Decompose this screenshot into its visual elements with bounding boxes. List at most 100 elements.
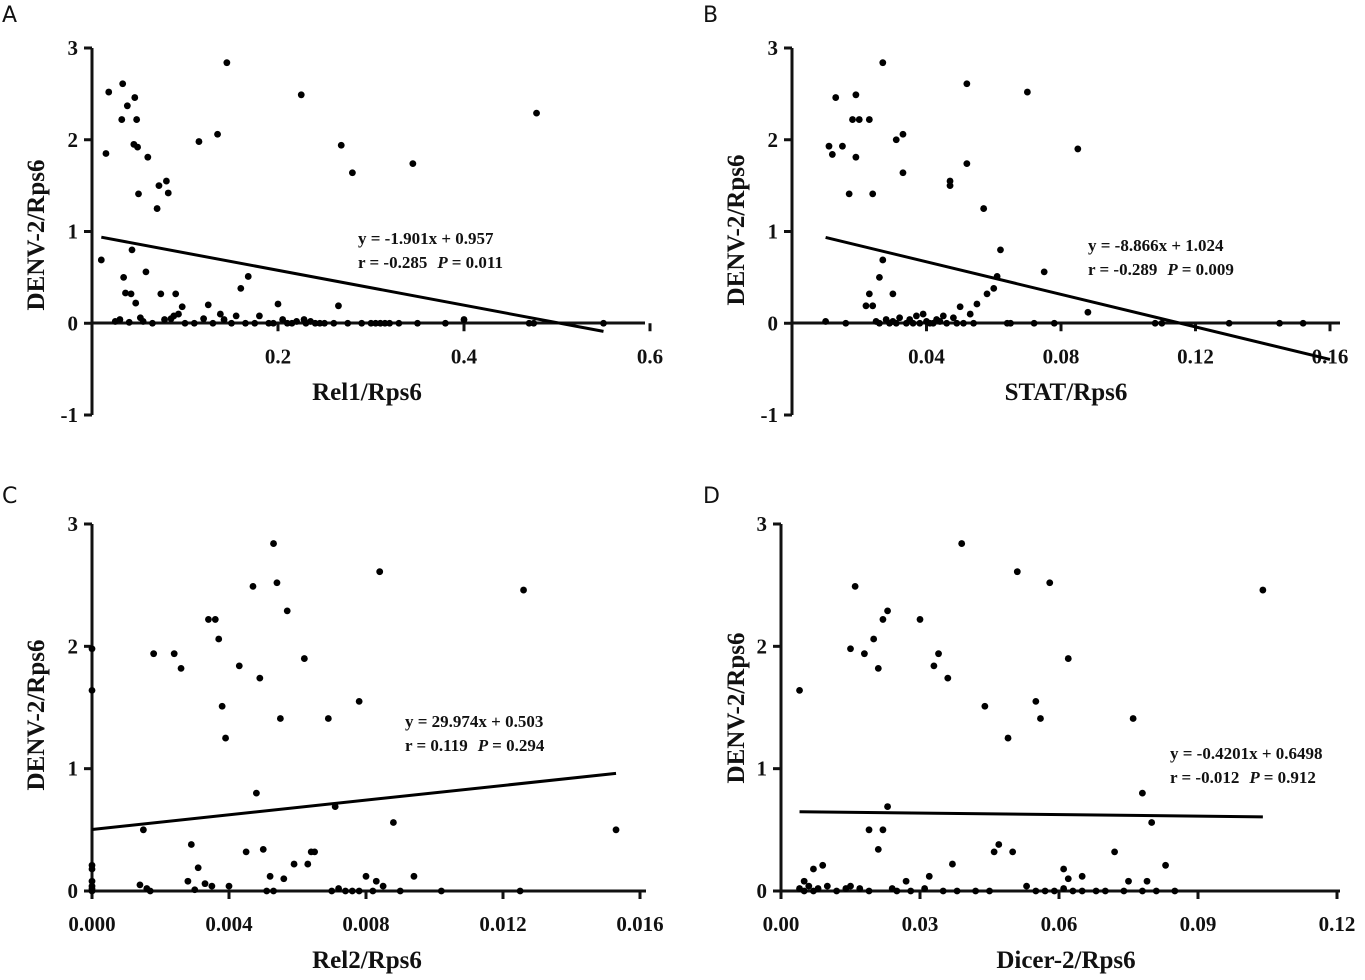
data-point: [149, 319, 156, 327]
data-point: [1050, 319, 1058, 327]
y-tick-label: -1: [61, 403, 79, 427]
data-point: [259, 846, 267, 853]
data-point: [269, 319, 277, 327]
data-point: [921, 885, 929, 892]
data-point: [913, 312, 920, 320]
data-point: [232, 312, 240, 320]
data-point: [946, 177, 954, 185]
regression-line-b: [825, 235, 1331, 361]
data-point: [902, 877, 910, 885]
data-point: [849, 116, 856, 123]
data-point: [88, 865, 96, 873]
y-tick-label: 2: [757, 634, 768, 658]
x-axis-title-b: STAT/Rps6: [1005, 379, 1128, 406]
data-point: [986, 887, 993, 895]
data-point: [379, 882, 387, 890]
data-point: [936, 318, 944, 325]
data-point: [297, 91, 305, 99]
x-ticks-d: 0.00 0.03 0.06 0.09 0.12: [763, 891, 1355, 936]
panel-letter-c: C: [2, 484, 17, 509]
data-point: [981, 702, 989, 710]
data-point: [893, 887, 901, 895]
x-tick-label: 0.04: [908, 344, 945, 368]
data-point: [1032, 697, 1040, 705]
data-point: [409, 160, 417, 168]
points-d: [796, 540, 1267, 895]
data-point: [899, 169, 907, 177]
data-point: [956, 303, 964, 311]
data-point: [280, 875, 288, 883]
panel-c: C 0 1 2 3 0.000 0.004 0.008 0.012 0.016 Rel2/Rp…: [2, 484, 664, 974]
data-point: [909, 319, 917, 327]
data-point: [128, 246, 136, 254]
data-point: [870, 635, 878, 643]
equation-c: y = 29.974x + 0.503: [405, 712, 543, 731]
data-point: [1139, 887, 1146, 895]
data-point: [358, 319, 366, 327]
y-ticks-a: -1 0 1 2 3: [61, 36, 92, 427]
data-point: [1078, 872, 1086, 880]
stats-p-value-b: = 0.009: [1182, 260, 1234, 279]
y-ticks-c: 0 1 2 3: [68, 512, 92, 903]
data-point: [892, 319, 900, 327]
stats-a: r = -0.285 P = 0.011: [358, 253, 503, 272]
data-point: [825, 142, 833, 150]
x-tick-label: 0.2: [265, 344, 291, 368]
data-point: [963, 160, 971, 168]
data-point: [1050, 887, 1058, 895]
data-point: [97, 256, 105, 264]
data-point: [963, 80, 971, 88]
data-point: [175, 310, 182, 318]
data-point: [1009, 848, 1017, 856]
data-point: [139, 826, 147, 834]
data-point: [874, 846, 882, 853]
data-point: [170, 650, 178, 658]
data-point: [1276, 319, 1283, 327]
data-point: [235, 662, 243, 670]
data-point: [122, 289, 129, 297]
data-point: [856, 885, 864, 892]
y-tick-label: -1: [761, 403, 779, 427]
data-point: [157, 290, 165, 298]
stats-p-value-d: = 0.912: [1264, 768, 1316, 787]
x-tick-label: 0.004: [205, 912, 253, 936]
data-point: [311, 848, 319, 856]
data-point: [381, 319, 389, 327]
data-point: [279, 316, 287, 323]
y-tick-label: 3: [68, 36, 79, 60]
y-tick-label: 3: [768, 36, 779, 60]
data-point: [997, 246, 1004, 254]
data-point: [1023, 88, 1031, 96]
data-point: [237, 284, 245, 292]
data-point: [1040, 268, 1048, 276]
data-point: [270, 540, 277, 547]
y-tick-label: 2: [68, 634, 79, 658]
data-point: [410, 872, 418, 880]
data-point: [139, 318, 147, 325]
regression-line-a: [101, 235, 604, 333]
panel-letter-b: B: [703, 3, 718, 28]
data-point: [142, 268, 150, 276]
data-point: [879, 826, 887, 834]
data-point: [892, 136, 900, 144]
data-point: [889, 290, 897, 298]
x-tick-label: 0.012: [479, 912, 526, 936]
stats-p-value-a: = 0.011: [452, 253, 503, 272]
data-point: [348, 887, 356, 895]
data-point: [1299, 319, 1307, 327]
data-point: [265, 319, 273, 327]
data-point: [896, 314, 903, 322]
data-point: [1023, 882, 1030, 890]
data-point: [1041, 887, 1049, 895]
stats-p-value-c: = 0.294: [492, 736, 545, 755]
data-point: [970, 319, 977, 327]
x-axis-title-c: Rel2/Rps6: [312, 947, 422, 974]
data-point: [800, 877, 808, 885]
data-point: [190, 319, 198, 327]
data-point: [105, 88, 113, 96]
data-point: [533, 109, 540, 117]
data-point: [1060, 885, 1068, 892]
data-point: [907, 887, 915, 895]
data-point: [150, 650, 158, 658]
